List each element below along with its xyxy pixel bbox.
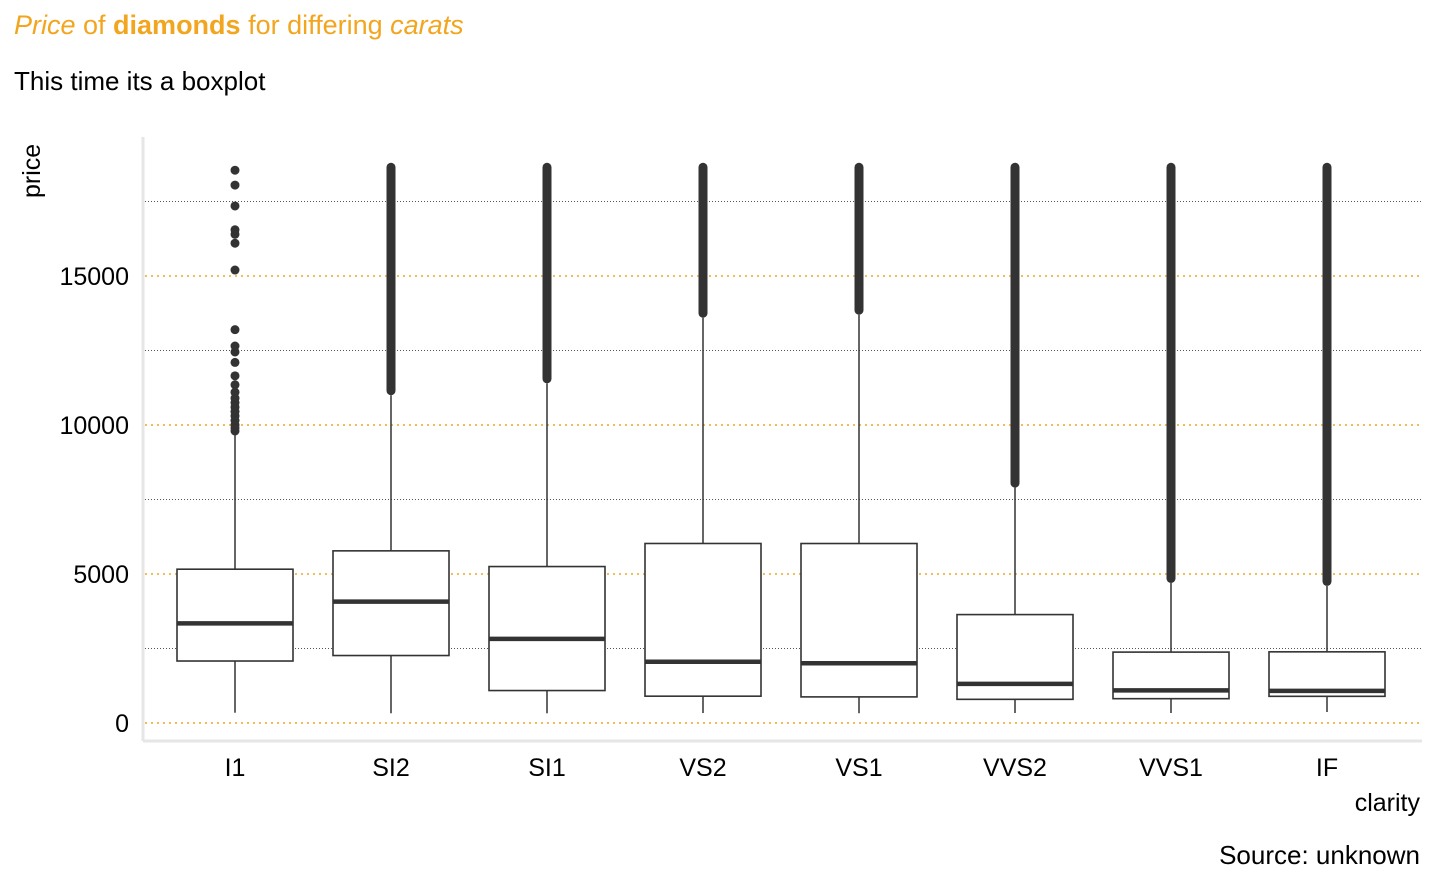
box-si1 [488,162,606,714]
x-tick-labels: I1 SI2 SI1 VS2 VS1 VVS2 VVS1 IF [225,754,1339,782]
y-tick-label: 0 [115,710,129,738]
outlier-cluster [386,162,396,396]
outlier-cluster [1010,162,1020,488]
box-i1 [176,165,294,713]
outlier-cluster [854,162,864,315]
box-vvs2 [956,162,1074,713]
x-tick-label: SI1 [528,754,566,782]
box-vs1 [800,162,918,714]
outlier-point [230,265,240,275]
outlier-point [230,357,240,367]
y-tick-labels: 0 5000 10000 15000 [59,263,129,738]
box-vvs1 [1112,162,1230,713]
outlier-point [230,165,240,175]
outlier-point [230,180,240,190]
x-tick-label: VS2 [679,754,726,782]
outlier-cluster [1166,162,1176,583]
x-tick-label: VVS1 [1139,754,1203,782]
x-tick-label: I1 [225,754,246,782]
x-tick-label: SI2 [372,754,410,782]
outlier-point [230,371,240,381]
title-part-for-differing: for differing [240,10,391,40]
iqr-box [488,565,606,692]
iqr-box [644,542,762,697]
y-axis-title: price [18,144,46,198]
outlier-cluster [542,162,552,384]
outlier-cluster [1322,162,1332,586]
y-tick-label: 15000 [59,263,129,291]
box-if [1268,162,1386,713]
y-tick-label: 5000 [73,561,129,589]
chart-title: Price of diamonds for differing carats [14,10,464,41]
chart-caption: Source: unknown [1219,840,1420,870]
outlier-point [230,201,240,211]
title-part-of: of [75,10,114,40]
x-axis-title: clarity [1355,789,1421,817]
outlier-point [230,387,240,397]
iqr-box [956,613,1074,701]
outlier-point [230,341,240,351]
box-vs2 [644,162,762,714]
x-tick-label: VVS2 [983,754,1047,782]
x-tick-label: VS1 [835,754,882,782]
y-tick-label: 10000 [59,412,129,440]
outlier-point [230,325,240,335]
box-si2 [332,162,450,714]
iqr-box [176,568,294,662]
boxes-layer [176,162,1386,714]
title-part-carats: carats [390,10,464,40]
outlier-point [230,225,240,235]
iqr-box [800,542,918,698]
outlier-point [230,238,240,248]
x-tick-label: IF [1316,754,1338,782]
title-part-diamonds: diamonds [113,10,241,40]
outlier-cluster [698,162,708,318]
outlier-point [230,380,240,390]
title-part-price: Price [14,10,76,40]
chart-subtitle: This time its a boxplot [14,66,266,96]
